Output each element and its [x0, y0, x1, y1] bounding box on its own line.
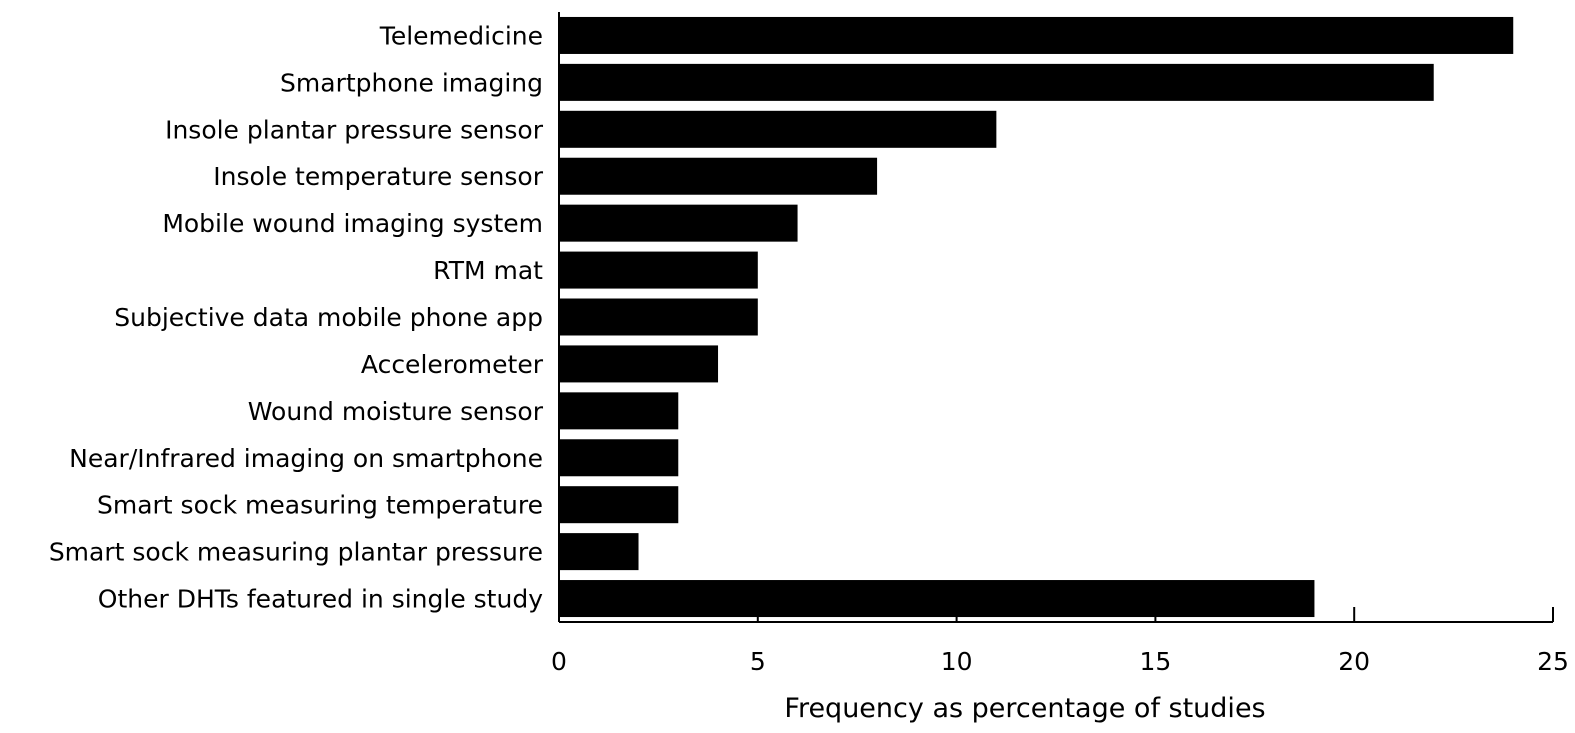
x-ticks: 0 5 10 15 20 25 — [551, 607, 1569, 676]
bar — [559, 345, 719, 383]
axis-layer — [558, 12, 1553, 623]
category-label: Other DHTs featured in single study — [98, 585, 543, 614]
bar — [559, 204, 798, 242]
x-tick-label: 25 — [1537, 647, 1569, 676]
category-label: Subjective data mobile phone app — [114, 303, 543, 332]
category-label: RTM mat — [433, 256, 543, 285]
bar — [559, 533, 639, 571]
bar — [559, 298, 758, 336]
bar — [559, 251, 758, 289]
category-label: Near/Infrared imaging on smartphone — [69, 444, 543, 473]
category-label: Smart sock measuring temperature — [97, 491, 543, 520]
category-labels: Telemedicine Smartphone imaging Insole pla… — [49, 21, 544, 613]
bar — [559, 392, 679, 430]
category-label: Smartphone imaging — [280, 68, 543, 97]
bar — [559, 439, 679, 477]
x-tick-label: 15 — [1139, 647, 1171, 676]
bar — [559, 63, 1434, 101]
bar — [559, 486, 679, 524]
category-label: Insole plantar pressure sensor — [165, 115, 544, 144]
category-label: Insole temperature sensor — [213, 162, 543, 191]
bar — [559, 580, 1315, 618]
x-tick-label: 20 — [1338, 647, 1370, 676]
category-label: Accelerometer — [361, 350, 544, 379]
bar — [559, 157, 878, 195]
x-tick-label: 5 — [750, 647, 766, 676]
bars-layer — [559, 16, 1514, 618]
category-label: Mobile wound imaging system — [162, 209, 543, 238]
bar — [559, 16, 1514, 54]
bar — [559, 110, 997, 148]
x-axis-title: Frequency as percentage of studies — [784, 693, 1265, 724]
x-tick-label: 10 — [941, 647, 973, 676]
category-label: Wound moisture sensor — [248, 397, 544, 426]
category-label: Telemedicine — [379, 21, 543, 50]
x-tick-label: 0 — [551, 647, 567, 676]
category-label: Smart sock measuring plantar pressure — [49, 538, 543, 567]
